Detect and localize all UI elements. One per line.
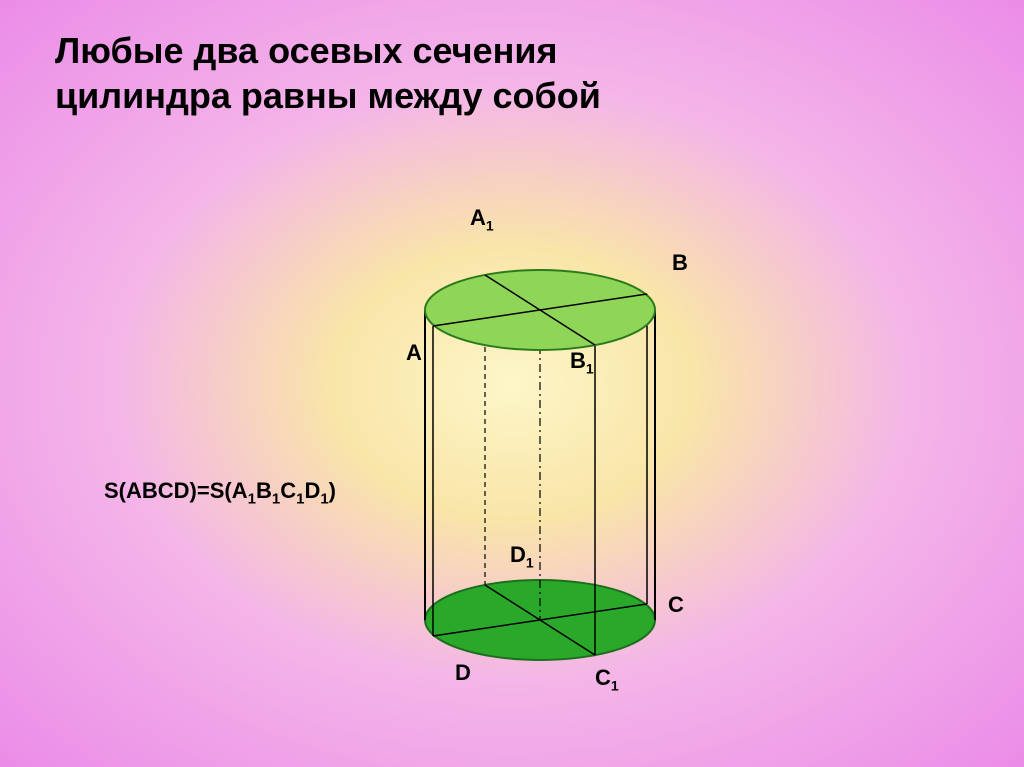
formula-part: C [280,478,296,503]
label-text: C [595,665,611,690]
label-D1: D1 [510,542,534,570]
label-C: C [668,592,684,618]
label-text: B [672,250,688,275]
label-B1: B1 [570,348,594,376]
cylinder-diagram: A1 B A B1 D1 C D C1 [400,260,680,680]
label-C1: C1 [595,665,619,693]
formula-part: ) [329,478,336,503]
label-B: B [672,250,688,276]
label-text: A [470,205,486,230]
label-sub: 1 [526,554,534,570]
formula-sub: 1 [248,490,256,507]
formula-part: D [304,478,320,503]
label-sub: 1 [486,217,494,233]
label-text: A [406,340,422,365]
label-A: A [406,340,422,366]
label-sub: 1 [586,360,594,376]
label-D: D [455,660,471,686]
title-line-2: цилиндра равны между собой [55,75,601,116]
label-sub: 1 [611,677,619,693]
formula-part: S(ABCD)=S(A [104,478,248,503]
formula-sub: 1 [272,490,280,507]
label-text: D [510,542,526,567]
cylinder-svg [400,260,680,680]
label-text: D [455,660,471,685]
formula: S(ABCD)=S(A1B1C1D1) [104,478,336,507]
label-A1: A1 [470,205,494,233]
formula-sub: 1 [320,490,328,507]
label-text: C [668,592,684,617]
slide-title: Любые два осевых сечения цилиндра равны … [55,28,601,118]
formula-part: B [256,478,272,503]
title-line-1: Любые два осевых сечения [55,30,557,71]
label-text: B [570,348,586,373]
